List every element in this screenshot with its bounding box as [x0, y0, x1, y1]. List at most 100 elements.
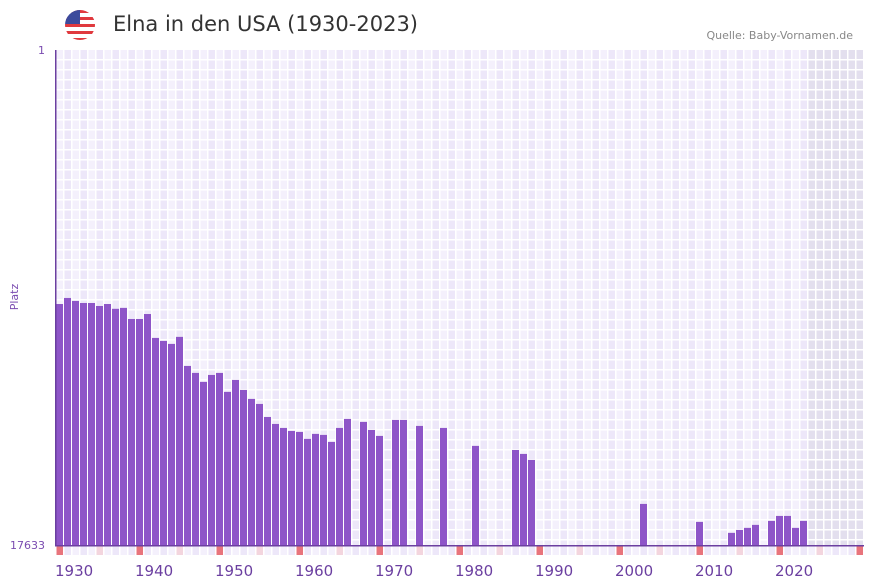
- year-marker: [336, 546, 343, 555]
- year-marker: [720, 546, 727, 555]
- source-link[interactable]: Quelle: Baby-Vornamen.de: [706, 29, 853, 42]
- grid-column: [296, 50, 304, 545]
- grid-line-vertical: [479, 50, 481, 555]
- grid-line-vertical: [375, 50, 377, 555]
- y-tick-label-top: 1: [38, 44, 45, 57]
- year-marker: [328, 546, 335, 555]
- grid-line-horizontal: [56, 219, 864, 221]
- grid-column: [440, 50, 448, 545]
- grid-column: [144, 50, 152, 545]
- year-marker: [616, 546, 623, 555]
- grid-line-vertical: [175, 50, 177, 555]
- year-marker: [848, 546, 855, 555]
- grid-line-horizontal: [56, 309, 864, 311]
- year-marker: [552, 546, 559, 555]
- bar-2003: [640, 503, 647, 545]
- grid-column: [176, 50, 184, 545]
- year-marker: [608, 546, 615, 555]
- grid-line-horizontal: [56, 359, 864, 361]
- year-marker: [384, 546, 391, 555]
- grid-line-horizontal: [56, 509, 864, 511]
- bar-2015: [736, 529, 743, 545]
- year-marker: [712, 546, 719, 555]
- bar-1988: [520, 453, 527, 545]
- grid-line-vertical: [167, 50, 169, 555]
- year-marker: [72, 546, 79, 555]
- grid-column: [200, 50, 208, 545]
- grid-line-vertical: [303, 50, 305, 555]
- grid-column: [472, 50, 480, 545]
- grid-column: [632, 50, 640, 545]
- grid-column: [824, 50, 832, 545]
- grid-line-vertical: [503, 50, 505, 555]
- grid-column: [488, 50, 496, 545]
- grid-line-horizontal: [56, 229, 864, 231]
- grid-column: [712, 50, 720, 545]
- bar-1933: [80, 302, 87, 545]
- grid-column: [720, 50, 728, 545]
- bar-1935: [96, 305, 103, 545]
- bar-1968: [360, 421, 367, 545]
- grid-line-vertical: [799, 50, 801, 555]
- grid-line-vertical: [159, 50, 161, 555]
- x-tick-label: 2010: [695, 562, 733, 580]
- grid-line-vertical: [519, 50, 521, 555]
- year-marker: [312, 546, 319, 555]
- grid-line-vertical: [127, 50, 129, 555]
- grid-column: [304, 50, 312, 545]
- grid-column: [424, 50, 432, 545]
- grid-line-vertical: [135, 50, 137, 555]
- grid-column: [352, 50, 360, 545]
- grid-line-vertical: [407, 50, 409, 555]
- grid-column: [584, 50, 592, 545]
- year-marker: [296, 546, 303, 555]
- year-marker: [80, 546, 87, 555]
- grid-line-horizontal: [56, 209, 864, 211]
- grid-line-vertical: [847, 50, 849, 555]
- grid-line-vertical: [239, 50, 241, 555]
- grid-line-horizontal: [56, 409, 864, 411]
- y-tick-label-bottom: 17633: [10, 539, 45, 552]
- grid-line-horizontal: [56, 299, 864, 301]
- grid-column: [448, 50, 456, 545]
- grid-column: [368, 50, 376, 545]
- grid-line-vertical: [687, 50, 689, 555]
- grid-column: [528, 50, 536, 545]
- grid-line-horizontal: [56, 529, 864, 531]
- grid-line-vertical: [79, 50, 81, 555]
- grid-line-horizontal: [56, 179, 864, 181]
- bar-1982: [472, 445, 479, 545]
- year-marker: [320, 546, 327, 555]
- grid-column: [808, 50, 816, 545]
- year-marker: [352, 546, 359, 555]
- bar-1945: [176, 336, 183, 545]
- year-marker: [232, 546, 239, 555]
- year-marker: [344, 546, 351, 555]
- grid-line-horizontal: [56, 249, 864, 251]
- year-marker: [528, 546, 535, 555]
- grid-column: [256, 50, 264, 545]
- grid-column: [136, 50, 144, 545]
- bar-1947: [192, 372, 199, 545]
- grid-column: [840, 50, 848, 545]
- grid-column: [312, 50, 320, 545]
- grid-line-vertical: [735, 50, 737, 555]
- grid-line-horizontal: [56, 79, 864, 81]
- grid-line-horizontal: [56, 339, 864, 341]
- grid-line-horizontal: [56, 539, 864, 541]
- grid-line-horizontal: [56, 109, 864, 111]
- grid-line-vertical: [703, 50, 705, 555]
- year-marker: [760, 546, 767, 555]
- grid-line-horizontal: [56, 119, 864, 121]
- grid-line-vertical: [775, 50, 777, 555]
- bar-1931: [64, 297, 71, 545]
- grid-line-vertical: [199, 50, 201, 555]
- grid-column: [648, 50, 656, 545]
- grid-line-vertical: [391, 50, 393, 555]
- grid-column: [456, 50, 464, 545]
- year-marker: [128, 546, 135, 555]
- grid-line-horizontal: [56, 279, 864, 281]
- bar-1953: [240, 389, 247, 545]
- grid-column: [416, 50, 424, 545]
- x-axis-line: [55, 545, 864, 547]
